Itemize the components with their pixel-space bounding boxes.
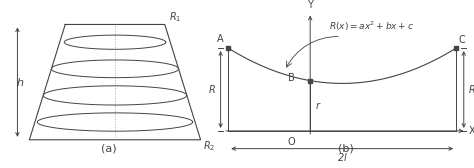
Text: (a): (a) xyxy=(101,143,117,153)
Text: $h$: $h$ xyxy=(16,76,25,88)
Text: C: C xyxy=(459,35,465,45)
Text: X: X xyxy=(469,126,474,136)
Text: r: r xyxy=(315,101,319,111)
Text: $R(x) = ax^2 + bx + c$: $R(x) = ax^2 + bx + c$ xyxy=(329,20,414,33)
Text: $R_1$: $R_1$ xyxy=(169,10,181,24)
Text: R: R xyxy=(209,85,216,95)
Text: Y: Y xyxy=(307,0,313,10)
Text: $R_2$: $R_2$ xyxy=(202,139,215,153)
Text: A: A xyxy=(217,34,223,44)
Text: B: B xyxy=(288,73,295,83)
Text: O: O xyxy=(287,137,295,147)
Text: R: R xyxy=(469,85,474,95)
Text: (b): (b) xyxy=(338,143,354,153)
Text: 2$l$: 2$l$ xyxy=(337,151,347,163)
